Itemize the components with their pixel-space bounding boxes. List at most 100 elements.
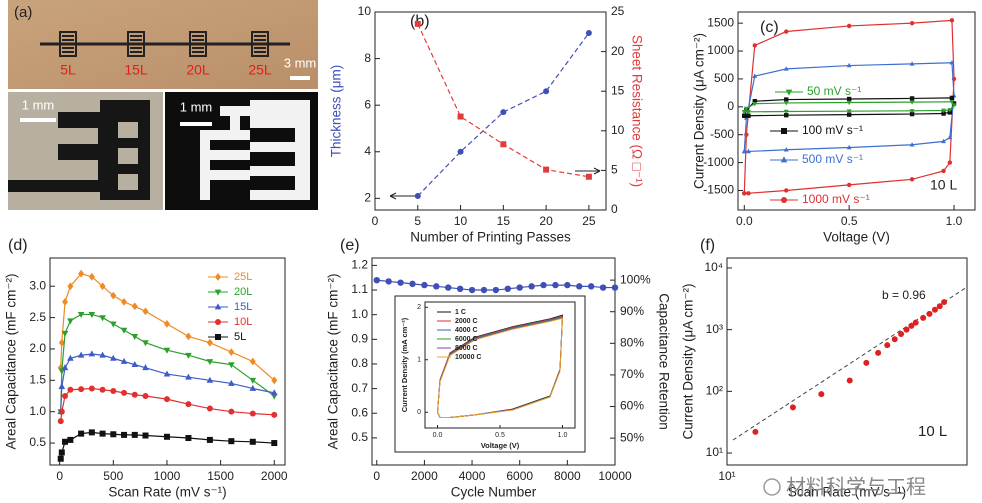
sample-label: 25L (248, 62, 272, 78)
y-axis-label: Thickness (μm) (329, 65, 344, 158)
marker (846, 112, 852, 117)
x-tick-label: 1.0 (946, 214, 963, 228)
y2-tick-label: 90% (620, 304, 644, 318)
marker (949, 95, 955, 101)
scale-bar (180, 122, 212, 126)
axes-frame (726, 257, 968, 466)
marker (909, 109, 915, 114)
electrodes (59, 31, 269, 57)
marker (57, 455, 64, 462)
marker (947, 134, 953, 140)
y-tick-label: 500 (714, 71, 734, 85)
x-tick-label: 10000 (598, 469, 632, 483)
marker (271, 376, 278, 385)
axes-frame (371, 257, 616, 466)
x-tick-label: 0.0 (433, 432, 443, 439)
marker (746, 148, 751, 154)
marker (784, 97, 789, 102)
marker (780, 156, 788, 163)
marker (142, 307, 149, 316)
marker (920, 314, 927, 321)
axes-frame (737, 11, 976, 211)
legend-label: 10L (234, 316, 252, 328)
marker (752, 99, 757, 104)
y-tick-label: 10³ (706, 322, 723, 336)
legend-label: 10000 C (455, 354, 481, 361)
x-tick-label: 0.5 (841, 214, 858, 228)
y-tick-label: 3.0 (29, 278, 46, 292)
sample-label: 5L (60, 62, 76, 78)
marker (457, 148, 464, 155)
marker (421, 281, 428, 289)
marker (163, 433, 170, 440)
scale-bar (290, 76, 310, 80)
marker (99, 282, 106, 291)
annotation: 10 L (930, 177, 957, 193)
marker (163, 347, 171, 354)
y-tick-label: 2 (417, 304, 421, 311)
x-tick-label: 0.5 (495, 432, 505, 439)
axes-frame (374, 11, 607, 211)
y-axis-label: Current Density (μA cm⁻²) (681, 284, 696, 440)
x-axis-label: Voltage (V) (823, 230, 890, 245)
panel-label: (d) (8, 237, 28, 254)
marker (88, 385, 95, 392)
marker (110, 387, 117, 394)
marker (742, 113, 747, 118)
marker (215, 319, 221, 325)
marker (414, 193, 421, 200)
marker (110, 431, 117, 438)
marker (433, 283, 440, 290)
electrode-left-2 (100, 100, 150, 200)
marker (121, 298, 128, 306)
marker (99, 315, 106, 322)
x-tick-label: 1000 (154, 469, 181, 483)
legend-label: 50 mV s⁻¹ (807, 84, 861, 98)
marker (214, 289, 222, 296)
y-tick-label: 10¹ (706, 445, 723, 459)
marker (270, 389, 278, 396)
marker (228, 348, 235, 356)
y-tick-label: 1.2 (351, 258, 368, 272)
y2-tick-label: 80% (620, 336, 644, 350)
y-tick-label: 10 (358, 4, 372, 18)
marker (746, 110, 751, 115)
x-tick-label: 5 (414, 214, 421, 228)
x-axis-label: Voltage (V) (481, 441, 520, 450)
marker (543, 166, 550, 173)
marker (214, 303, 222, 310)
scale-label: 1 mm (22, 97, 55, 112)
marker (67, 436, 74, 443)
legend-label: 100 mV s⁻¹ (802, 123, 863, 137)
marker (846, 109, 852, 114)
marker (58, 408, 65, 415)
y-tick-label: 1500 (707, 15, 734, 29)
marker (909, 96, 915, 101)
marker (88, 429, 95, 436)
series-line (437, 317, 563, 418)
marker (131, 431, 138, 438)
marker (746, 191, 751, 196)
marker (99, 430, 106, 437)
marker (215, 273, 221, 281)
y-tick-label: 10² (706, 384, 723, 398)
x-axis-label: Scan Rate (mV s⁻¹) (108, 485, 226, 500)
y-tick-label: 0.5 (29, 435, 46, 449)
electrode-left (8, 112, 118, 192)
y-axis-label: Current Density (mA cm⁻²) (400, 317, 409, 412)
marker (949, 18, 955, 23)
marker (373, 276, 380, 284)
sample-label: 20L (186, 62, 210, 78)
marker (185, 332, 192, 341)
y-tick-label: 0.7 (351, 381, 368, 395)
panel-label: (c) (760, 19, 779, 36)
marker (947, 108, 953, 113)
marker (941, 138, 946, 144)
marker (206, 359, 214, 366)
marker (61, 364, 69, 371)
marker (206, 436, 213, 443)
marker (912, 319, 919, 326)
marker (78, 386, 85, 393)
marker (909, 111, 915, 117)
x-tick-label: 0 (56, 469, 63, 483)
